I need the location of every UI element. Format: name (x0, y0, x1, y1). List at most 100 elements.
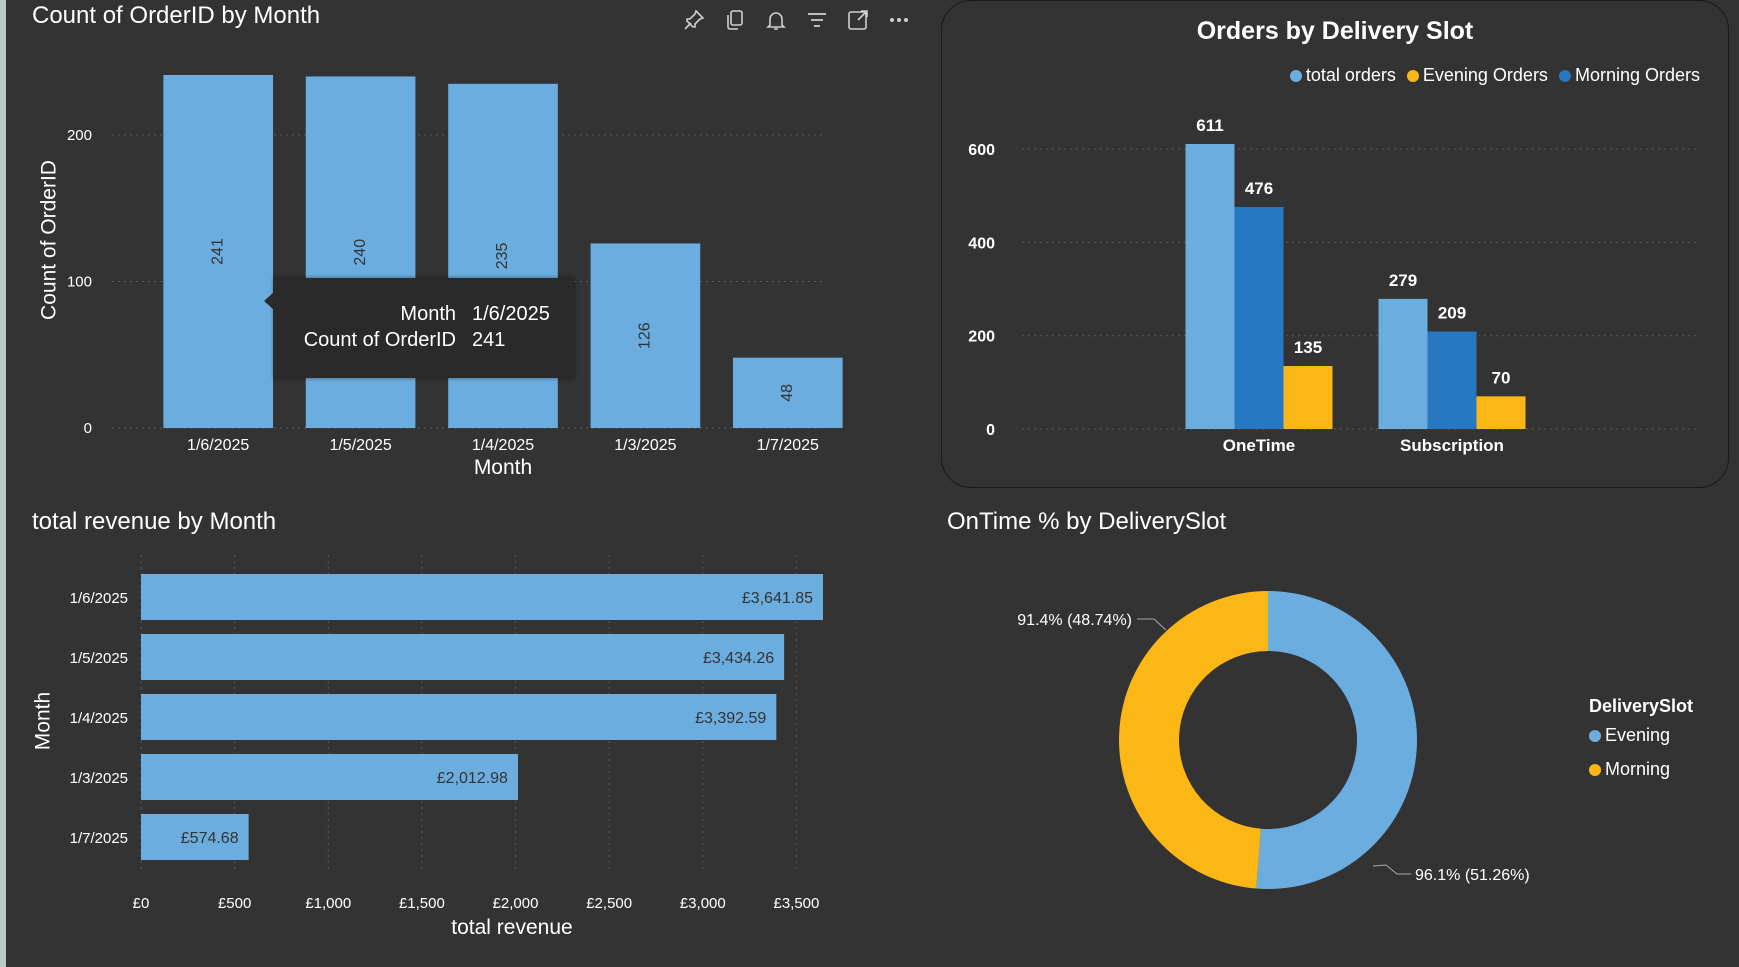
y-tick-label: 200 (968, 329, 995, 346)
x-tick-label: £1,000 (305, 895, 351, 912)
legend-item-morning-orders[interactable]: Morning Orders (1558, 65, 1700, 86)
x-tick-label: 1/3/2025 (614, 437, 676, 454)
bar (1427, 331, 1477, 429)
report-canvas: Count of OrderID by Month 0 100 200 241 1/6/… (6, 0, 1739, 967)
visual-title: Orders by Delivery Slot (1196, 17, 1474, 45)
x-tick-label: £0 (133, 895, 150, 912)
bar (1234, 206, 1284, 429)
pin-icon[interactable] (682, 8, 706, 32)
tooltip-value: 241 (472, 329, 506, 351)
orders-by-slot-chart: 0 200 400 600 611 476 135 OneTime 279 209 70 Subscr… (968, 116, 1698, 455)
revenue-by-month-chart: £0 £500 £1,000 £1,500 £2,000 £2,500 £3,000 £3,5… (32, 555, 823, 939)
filter-icon[interactable] (805, 8, 829, 32)
x-tick-label: £2,500 (586, 895, 632, 912)
donut-slice (1256, 591, 1418, 889)
legend-swatch (1589, 764, 1601, 776)
x-tick-label: £3,000 (680, 895, 726, 912)
data-label: 279 (1389, 271, 1417, 290)
data-label: 96.1% (51.26%) (1415, 867, 1530, 884)
x-tick-label: Subscription (1400, 436, 1504, 455)
x-tick-label: 1/6/2025 (187, 437, 249, 454)
data-label: 91.4% (48.74%) (1017, 612, 1132, 629)
y-tick-label: 1/3/2025 (70, 770, 128, 787)
bar (141, 754, 518, 800)
bar (141, 574, 823, 620)
legend-item-evening-orders[interactable]: Evening Orders (1406, 65, 1548, 86)
y-tick-label: 1/4/2025 (70, 710, 128, 727)
leader-line (1137, 618, 1167, 631)
data-label: £574.68 (181, 830, 239, 847)
tooltip-label: Month (400, 303, 456, 325)
y-tick-label: 400 (968, 235, 995, 252)
focus-mode-icon[interactable] (846, 8, 870, 32)
y-tick-label: 1/7/2025 (70, 830, 128, 847)
bar (1476, 396, 1526, 429)
data-label: 135 (1294, 338, 1322, 357)
x-tick-label: £2,000 (493, 895, 539, 912)
x-axis-title: total revenue (451, 916, 572, 939)
legend-swatch (1406, 70, 1419, 82)
count-by-month-chart: 0 100 200 241 1/6/2025 240 1/5/2025 235 1/4/2025… (38, 75, 843, 479)
data-label: 209 (1438, 304, 1466, 323)
data-label: £3,434.26 (703, 650, 774, 667)
more-options-icon[interactable] (887, 8, 911, 32)
data-label: 70 (1492, 368, 1511, 387)
data-label: £2,012.98 (437, 770, 508, 787)
data-label: 611 (1196, 116, 1223, 135)
bell-icon[interactable] (764, 8, 788, 32)
tooltip-label: Count of OrderID (303, 329, 456, 351)
bar (163, 75, 274, 428)
x-tick-label: £3,500 (773, 895, 819, 912)
visual-title: OnTime % by DeliverySlot (947, 508, 1227, 535)
legend-item-total-orders[interactable]: total orders (1289, 65, 1396, 86)
visual-title: Count of OrderID by Month (32, 2, 321, 29)
orders-by-delivery-slot-visual[interactable]: Orders by Delivery Slot total orders Eve… (941, 0, 1729, 488)
bar (141, 634, 785, 680)
legend-label: total orders (1305, 65, 1396, 85)
y-tick-label: 1/5/2025 (70, 650, 128, 667)
y-tick-label: 0 (986, 422, 995, 439)
data-label: 241 (209, 238, 226, 265)
legend-item-evening[interactable]: Evening (1589, 725, 1693, 759)
data-label: £3,392.59 (695, 710, 766, 727)
bar (1378, 298, 1428, 429)
legend-swatch (1289, 70, 1302, 82)
legend-title: DeliverySlot (1589, 696, 1694, 716)
x-tick-label: £1,500 (399, 895, 445, 912)
legend-label: Evening (1605, 725, 1671, 745)
y-tick-label: 100 (67, 274, 92, 291)
legend-swatch (1589, 730, 1601, 742)
tooltip-value: 1/6/2025 (472, 303, 550, 325)
leader-line (1372, 864, 1411, 875)
tooltip-row-count: Count of OrderID 241 (274, 329, 574, 355)
y-tick-label: 200 (67, 127, 92, 144)
x-tick-label: 1/4/2025 (472, 437, 534, 454)
y-axis-title: Count of OrderID (38, 160, 61, 320)
data-label: 126 (637, 322, 654, 349)
data-label: 48 (779, 384, 796, 402)
revenue-by-month-visual[interactable]: total revenue by Month £0 £500 £1,000 £1,50… (12, 500, 922, 965)
y-tick-label: 1/6/2025 (70, 590, 128, 607)
bar (1283, 366, 1333, 429)
data-label: 235 (494, 242, 511, 269)
data-label: 476 (1245, 179, 1273, 198)
legend-item-morning[interactable]: Morning (1589, 759, 1693, 793)
chart-tooltip: Month 1/6/2025 Count of OrderID 241 (264, 278, 574, 378)
ontime-by-slot-visual[interactable]: OnTime % by DeliverySlot 96.1% (51.26%) 9… (941, 500, 1731, 965)
bar (1185, 144, 1235, 429)
bar (141, 694, 777, 740)
bar (590, 243, 701, 428)
y-tick-label: 0 (84, 420, 92, 437)
y-tick-label: 600 (968, 142, 995, 159)
copy-icon[interactable] (723, 8, 747, 32)
count-by-month-visual[interactable]: Count of OrderID by Month 0 100 200 241 1/6/… (12, 0, 922, 490)
chart-legend: total orders Evening Orders Morning Orde… (1284, 65, 1700, 86)
x-tick-label: OneTime (1223, 436, 1295, 455)
visual-title: total revenue by Month (32, 508, 277, 535)
donut-legend: DeliverySlot Evening Morning (1589, 696, 1693, 793)
x-tick-label: 1/5/2025 (329, 437, 391, 454)
bar (141, 814, 249, 860)
x-tick-label: 1/7/2025 (757, 437, 819, 454)
tooltip-arrow (264, 292, 274, 310)
donut-slice (1119, 591, 1268, 889)
